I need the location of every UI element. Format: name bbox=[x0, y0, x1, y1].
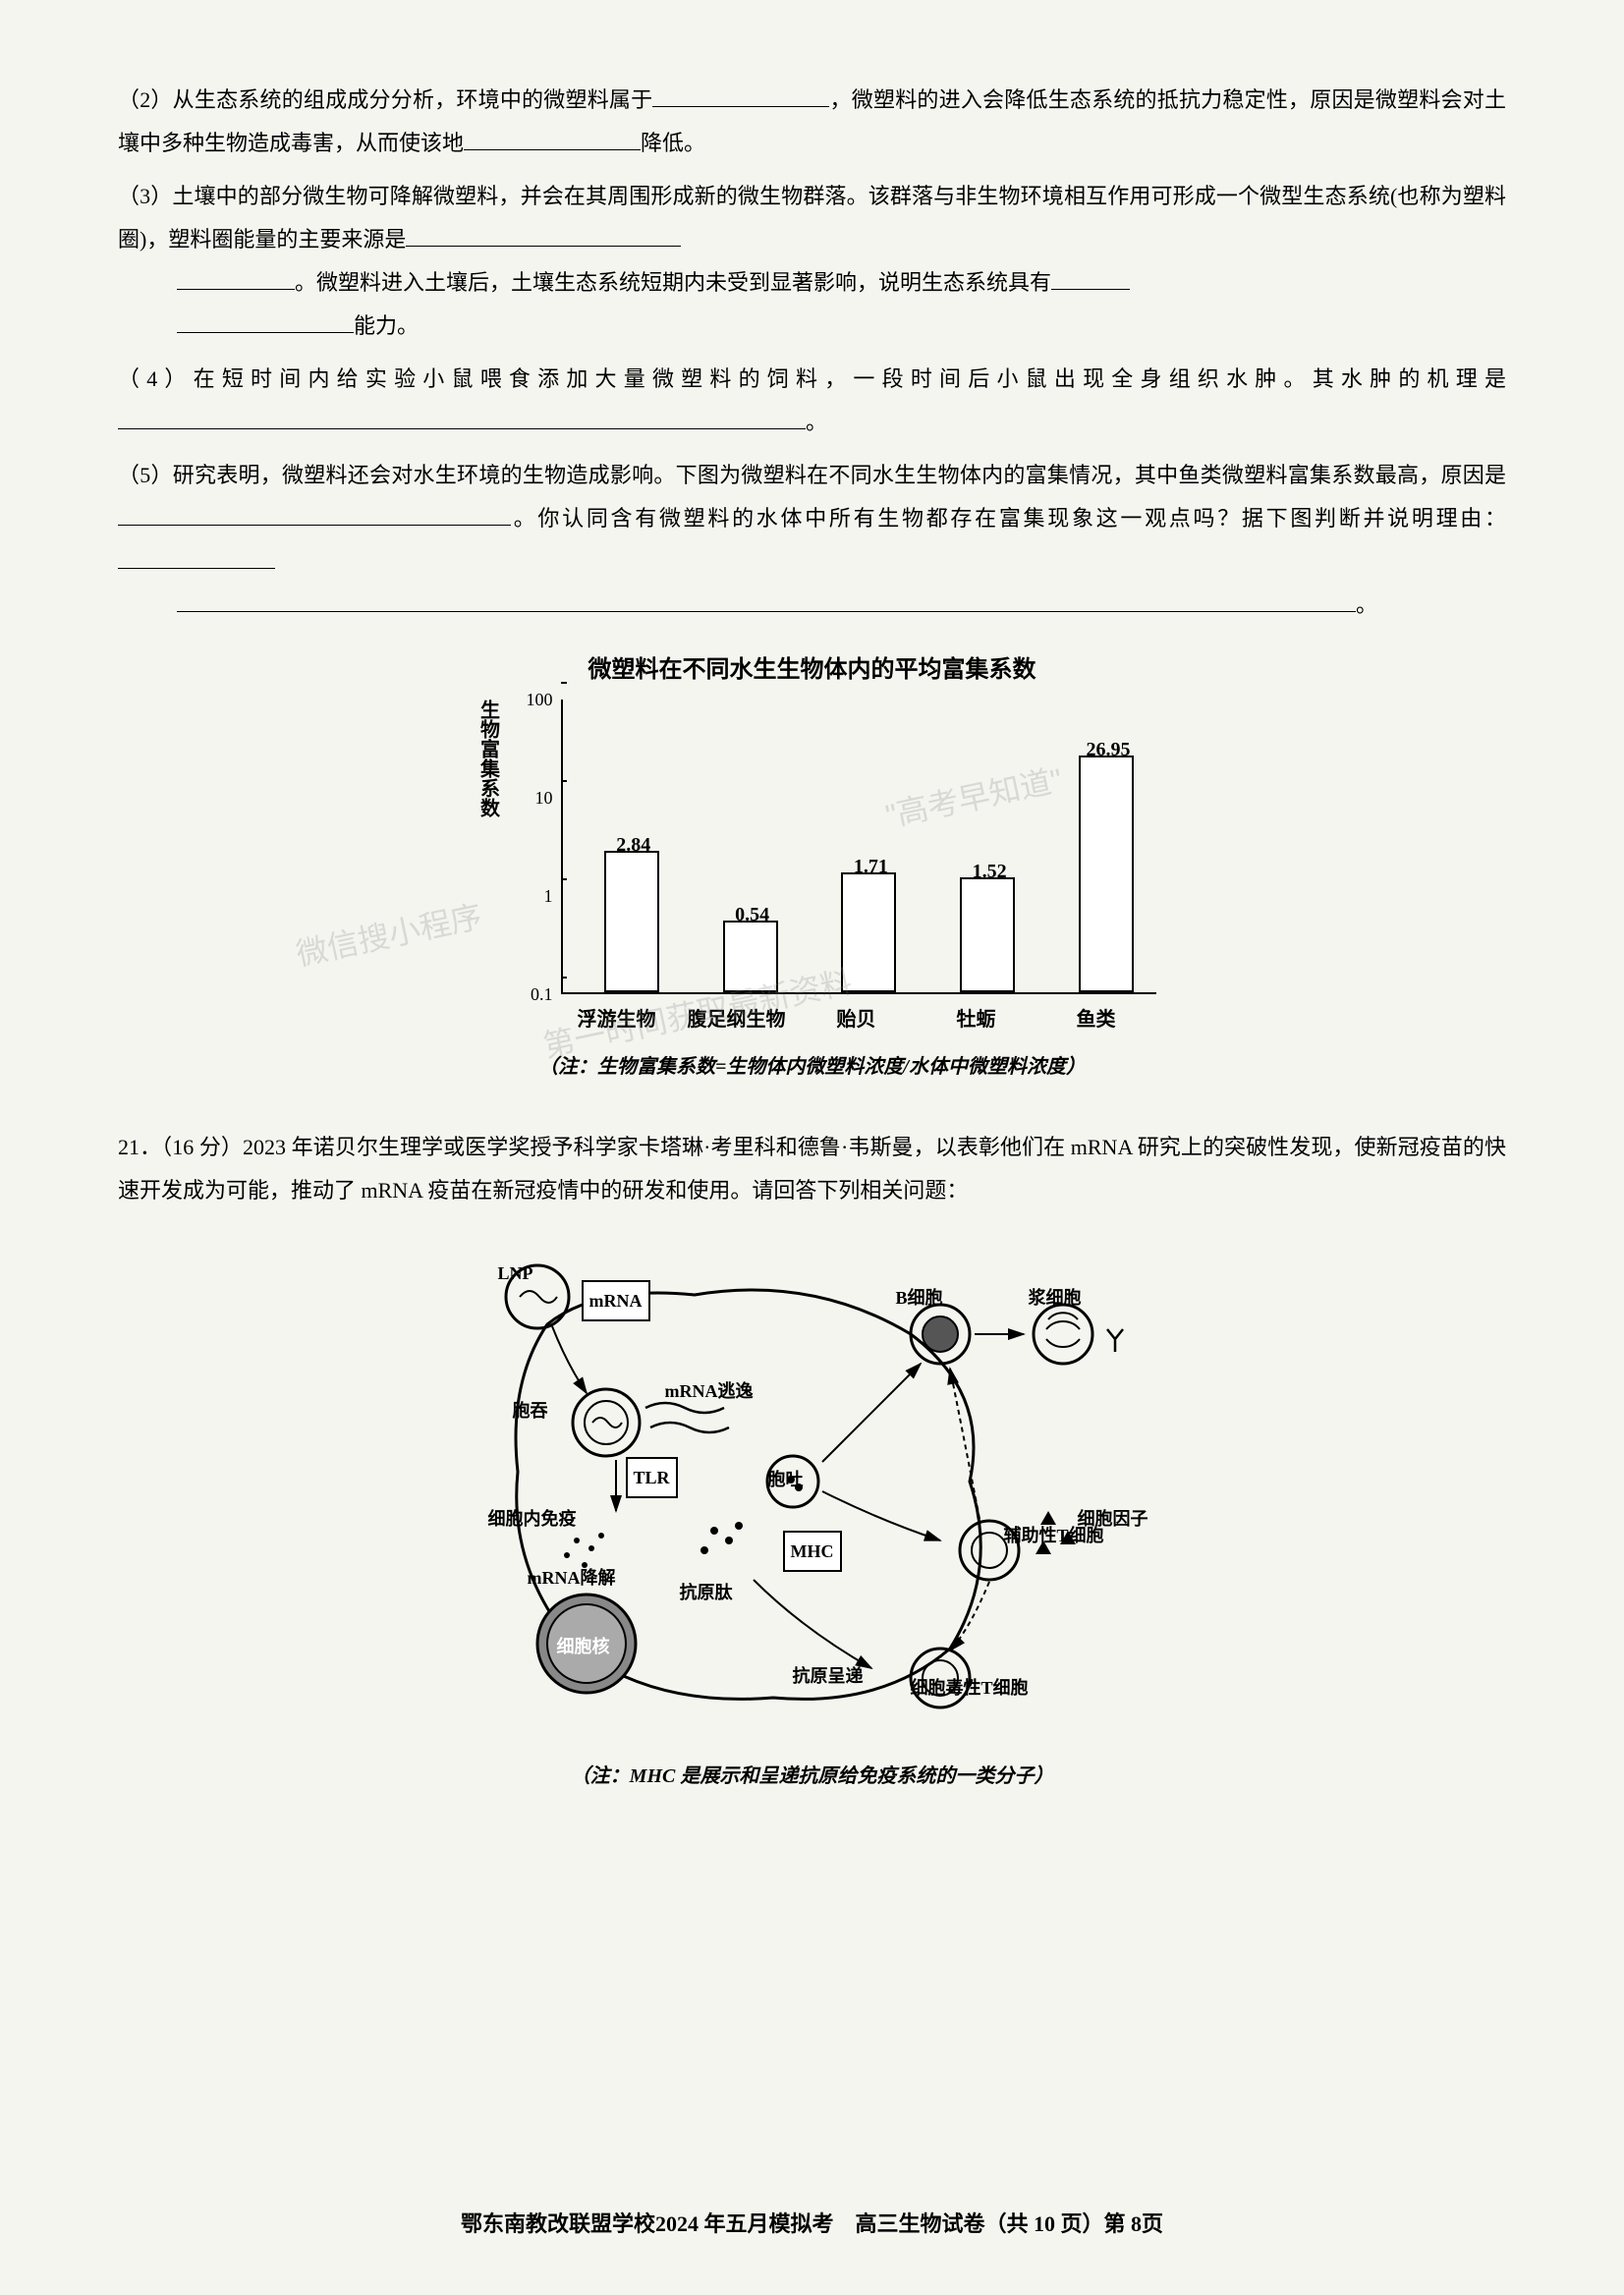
page-footer: 鄂东南教改联盟学校2024 年五月模拟考 高三生物试卷（共 10 页）第 8页 bbox=[0, 2203, 1624, 2246]
y-tick-label: 0.1 bbox=[531, 984, 553, 1004]
y-tick-label: 100 bbox=[527, 690, 553, 709]
label-nucleus: 细胞核 bbox=[557, 1629, 610, 1664]
q2-text-a: 从生态系统的组成成分分析，环境中的微塑料属于 bbox=[173, 87, 653, 112]
q3-text-a: 土壤中的部分微生物可降解微塑料，并会在其周围形成新的微生物群落。该群落与非生物环… bbox=[118, 184, 1506, 252]
q21-points: （16 分） bbox=[161, 1135, 243, 1159]
blank bbox=[118, 504, 511, 526]
label-antigen-present: 抗原呈递 bbox=[793, 1658, 864, 1694]
blank bbox=[118, 547, 275, 569]
bar-value: 1.71 bbox=[831, 847, 910, 886]
label-endocytosis: 胞吞 bbox=[513, 1393, 548, 1428]
label-intracellular: 细胞内免疫 bbox=[488, 1501, 577, 1537]
bar-fish: 26.95 bbox=[1079, 756, 1134, 992]
q2-prefix: （2） bbox=[118, 87, 173, 112]
label-tlr: TLR bbox=[626, 1457, 678, 1498]
blank bbox=[177, 311, 354, 333]
label-plasma-cell: 浆细胞 bbox=[1029, 1280, 1082, 1315]
label-lnp: LNP bbox=[498, 1256, 533, 1291]
q21-text: 2023 年诺贝尔生理学或医学奖授予科学家卡塔琳·考里科和德鲁·韦斯曼，以表彰他… bbox=[118, 1135, 1506, 1203]
y-axis-label: 生物富集系数 bbox=[469, 700, 514, 994]
blank bbox=[177, 590, 1356, 612]
label-mhc: MHC bbox=[783, 1531, 842, 1572]
label-text: 细胞毒性T细胞 bbox=[911, 1678, 1029, 1698]
x-label: 鱼类 bbox=[1036, 1000, 1156, 1039]
q3-text-c: 能力。 bbox=[354, 313, 419, 338]
bar-value: 26.95 bbox=[1069, 730, 1148, 769]
q5-text-a: 研究表明，微塑料还会对水生环境的生物造成影响。下图为微塑料在不同水生生物体内的富… bbox=[173, 463, 1506, 487]
bar-value: 0.54 bbox=[713, 895, 792, 934]
plot-area: 2.84 0.54 1.71 1.52 26.95 bbox=[563, 700, 1156, 994]
y-tick-label: 10 bbox=[535, 788, 553, 808]
y-tick-label: 1 bbox=[544, 886, 553, 906]
cell-diagram: LNP mRNA 胞吞 mRNA逃逸 TLR 细胞内免疫 mRNA降解 抗原肽 … bbox=[459, 1236, 1166, 1727]
x-label: 贻贝 bbox=[797, 1000, 917, 1039]
x-axis-labels: 浮游生物 腹足纲生物 贻贝 牡蛎 鱼类 bbox=[469, 1000, 1156, 1039]
question-21: 21．（16 分）2023 年诺贝尔生理学或医学奖授予科学家卡塔琳·考里科和德鲁… bbox=[118, 1126, 1506, 1212]
q2-text-c: 降低。 bbox=[641, 131, 705, 155]
label-cytotoxic-t: 细胞毒性T细胞 bbox=[911, 1678, 1029, 1700]
q4-text-b: 。 bbox=[806, 410, 827, 434]
label-exocytosis: 胞吐 bbox=[768, 1462, 804, 1497]
q4-prefix: （4） bbox=[118, 366, 194, 391]
label-b-cell: B细胞 bbox=[896, 1280, 943, 1315]
q21-prefix: 21． bbox=[118, 1135, 161, 1159]
x-label: 浮游生物 bbox=[557, 1000, 677, 1039]
label-antigen-peptide: 抗原肽 bbox=[680, 1575, 733, 1610]
question-5: （5）研究表明，微塑料还会对水生环境的生物造成影响。下图为微塑料在不同水生生物体… bbox=[118, 454, 1506, 627]
bar-oyster: 1.52 bbox=[960, 877, 1015, 992]
label-mrna: mRNA bbox=[582, 1280, 650, 1321]
question-4: （4）在短时间内给实验小鼠喂食添加大量微塑料的饲料，一段时间后小鼠出现全身组织水… bbox=[118, 358, 1506, 444]
blank bbox=[177, 268, 295, 290]
q3-prefix: （3） bbox=[118, 184, 172, 208]
q3-text-b: 。微塑料进入土壤后，土壤生态系统短期内未受到显著影响，说明生态系统具有 bbox=[295, 270, 1051, 295]
label-cytokine: 细胞因子 bbox=[1078, 1501, 1148, 1537]
blank bbox=[652, 85, 829, 107]
bar-value: 2.84 bbox=[594, 825, 673, 865]
question-2: （2）从生态系统的组成成分分析，环境中的微塑料属于，微塑料的进入会降低生态系统的… bbox=[118, 79, 1506, 165]
blank bbox=[406, 225, 681, 247]
chart-title: 微塑料在不同水生生物体内的平均富集系数 bbox=[469, 646, 1156, 694]
q5-prefix: （5） bbox=[118, 463, 173, 487]
label-mrna-escape: mRNA逃逸 bbox=[665, 1373, 754, 1409]
diagram-note: （注：MHC 是展示和呈递抗原给免疫系统的一类分子） bbox=[118, 1757, 1506, 1796]
y-axis: 0.1 1 10 100 bbox=[514, 700, 563, 994]
bar-mussel: 1.71 bbox=[841, 872, 896, 992]
bar-plankton: 2.84 bbox=[604, 851, 659, 992]
watermark: 微信搜小程序 bbox=[290, 885, 487, 986]
question-3: （3）土壤中的部分微生物可降解微塑料，并会在其周围形成新的微生物群落。该群落与非… bbox=[118, 175, 1506, 348]
chart-note: （注：生物富集系数=生物体内微塑料浓度/水体中微塑料浓度） bbox=[469, 1047, 1156, 1087]
q5-text-b: 。你认同含有微塑料的水体中所有生物都存在富集现象这一观点吗？据下图判断并说明理由… bbox=[511, 506, 1506, 531]
bar-gastropod: 0.54 bbox=[723, 921, 778, 992]
blank bbox=[118, 408, 806, 429]
x-label: 腹足纲生物 bbox=[677, 1000, 797, 1039]
enrichment-chart: 微塑料在不同水生生物体内的平均富集系数 生物富集系数 0.1 1 10 100 … bbox=[469, 646, 1156, 1087]
q5-text-c: 。 bbox=[1356, 592, 1377, 617]
label-mrna-degrade: mRNA降解 bbox=[528, 1560, 616, 1595]
bar-value: 1.52 bbox=[950, 852, 1029, 891]
x-label: 牡蛎 bbox=[917, 1000, 1036, 1039]
blank bbox=[464, 129, 641, 150]
blank bbox=[1051, 268, 1130, 290]
q4-text-a: 在短时间内给实验小鼠喂食添加大量微塑料的饲料，一段时间后小鼠出现全身组织水肿。其… bbox=[194, 366, 1506, 391]
